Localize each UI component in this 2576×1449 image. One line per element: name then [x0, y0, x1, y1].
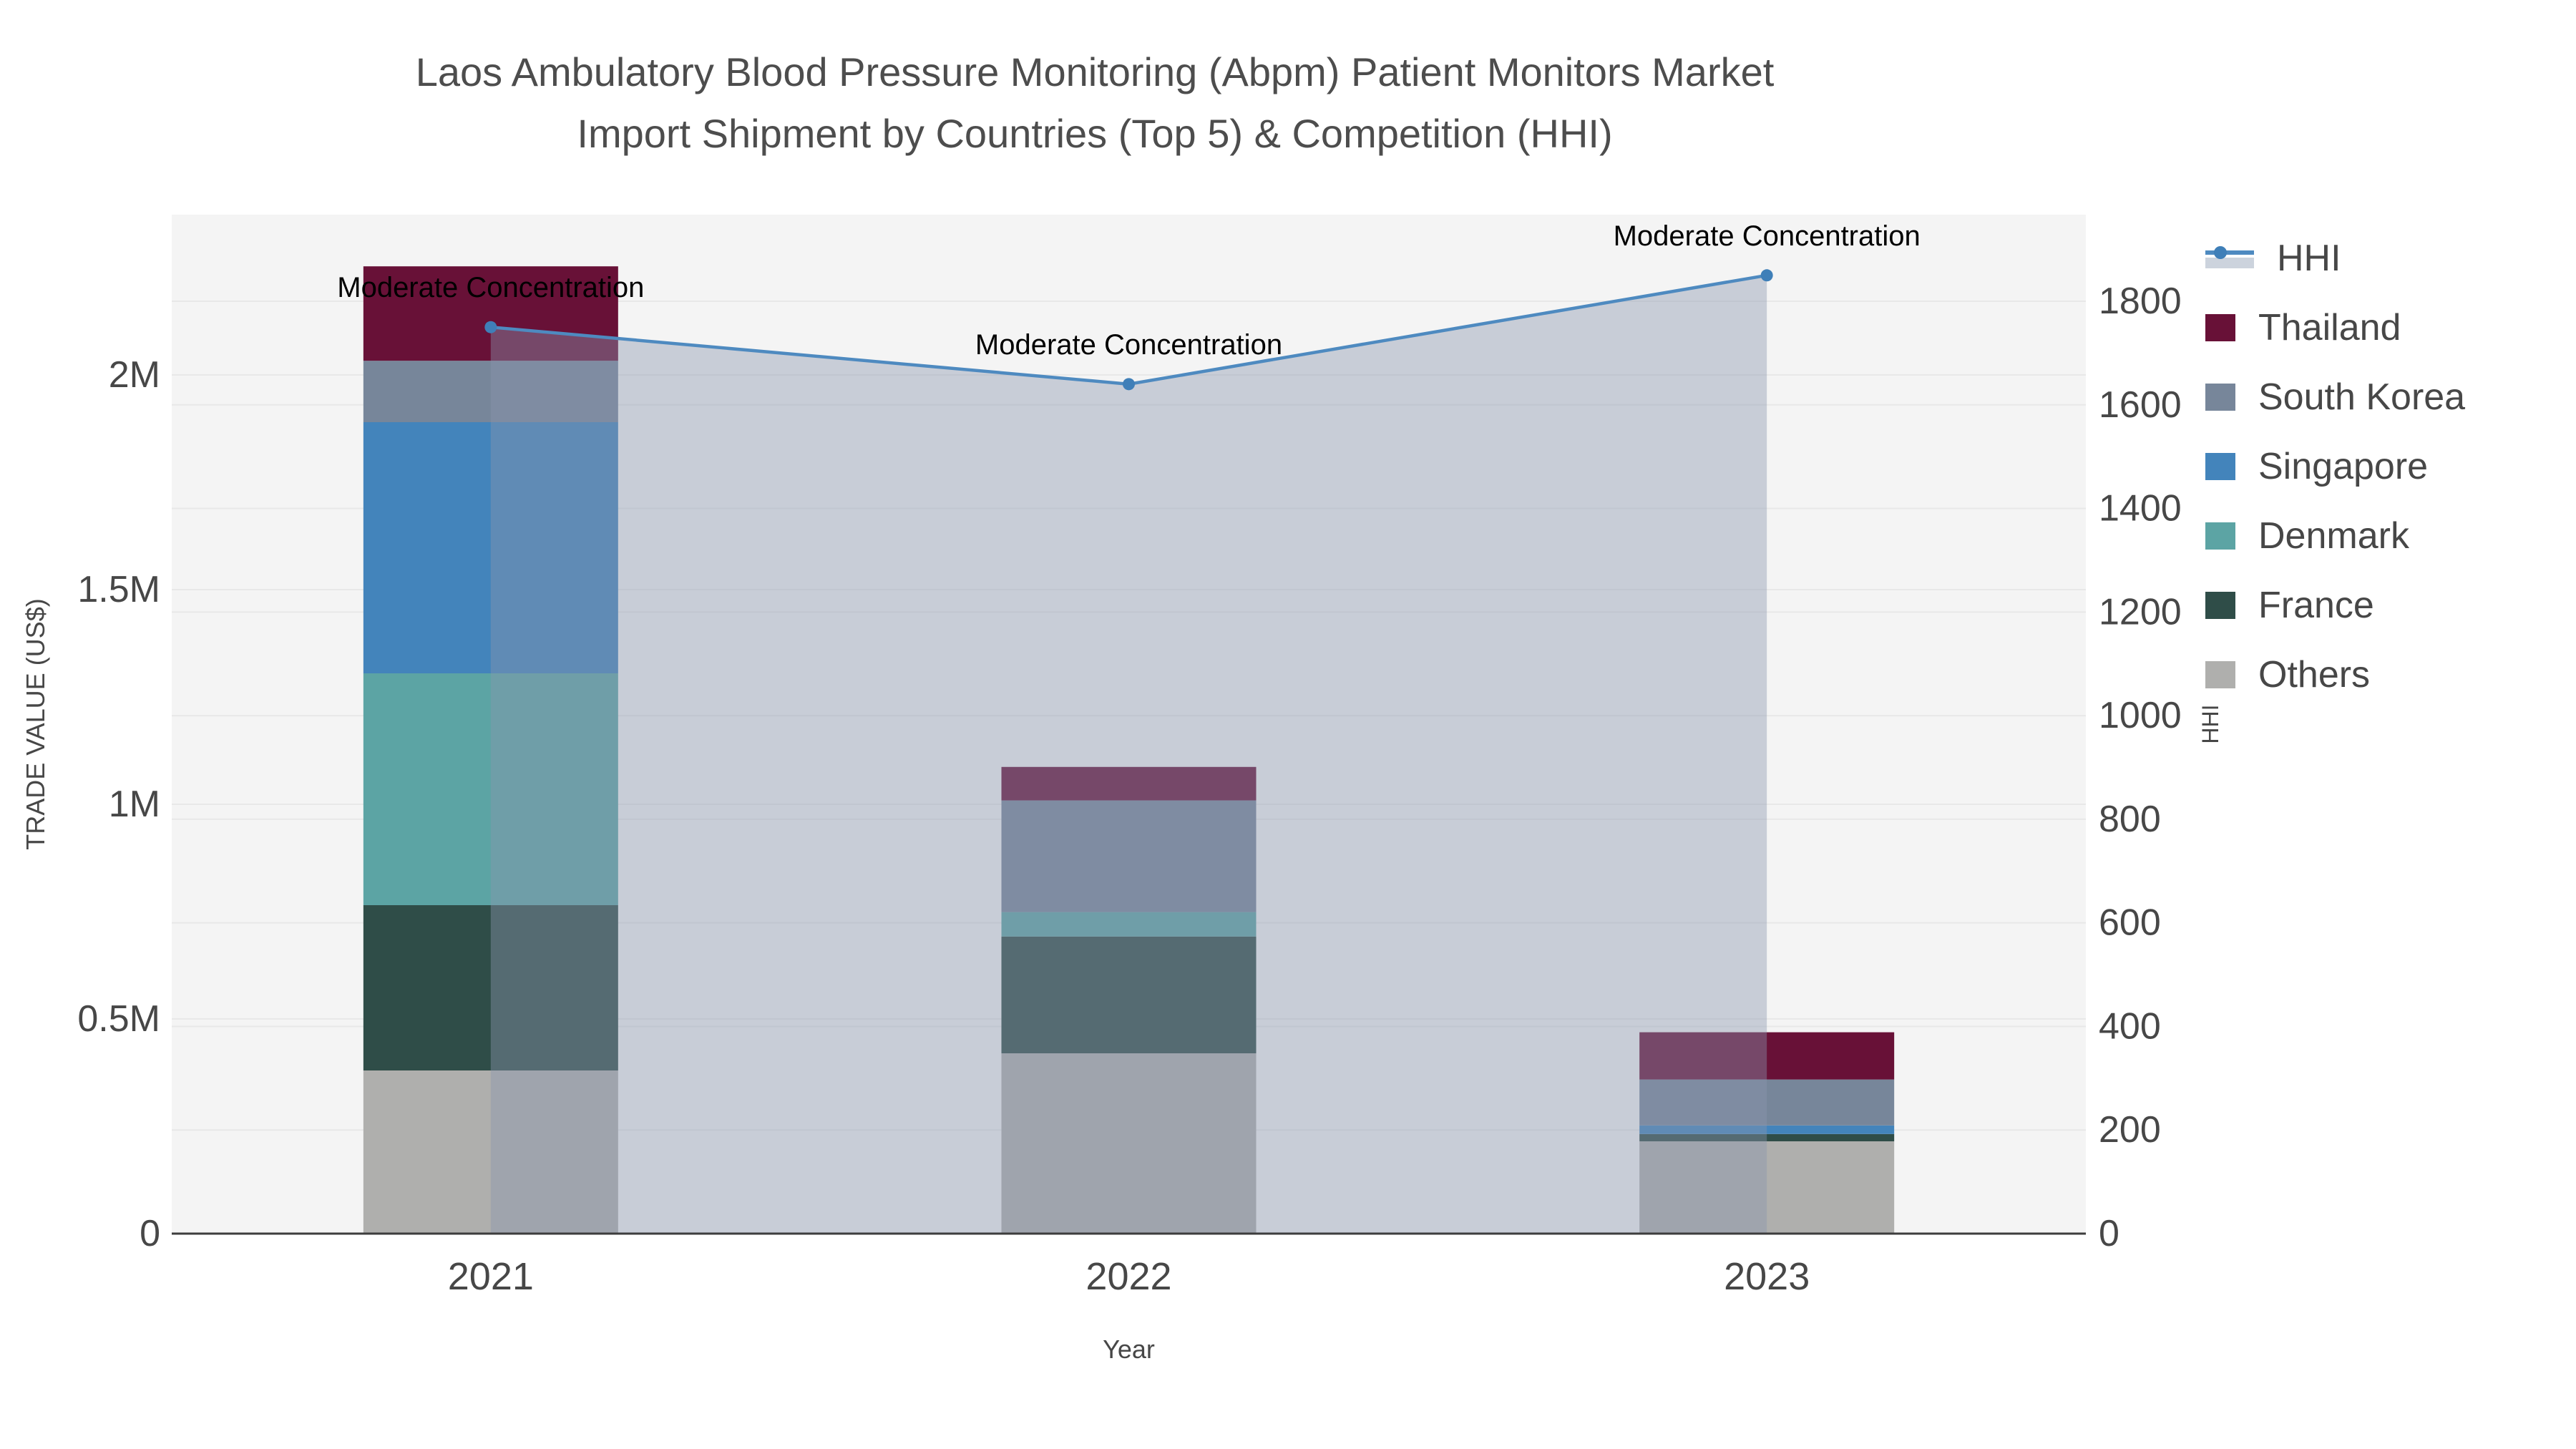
- hhi-marker-2023[interactable]: [1760, 269, 1773, 282]
- hhi-marker-2022[interactable]: [1123, 378, 1135, 391]
- x-axis-title: Year: [1103, 1335, 1155, 1364]
- y-right-tick-label: 1600: [2099, 384, 2182, 426]
- legend-item-france[interactable]: France: [2205, 570, 2465, 640]
- legend-swatch-icon: [2205, 660, 2235, 688]
- y-left-tick-label: 2M: [109, 354, 160, 396]
- y-right-tick-label: 400: [2099, 1005, 2161, 1047]
- bar-segment-2022-france[interactable]: [1001, 936, 1257, 1053]
- chart-title: Laos Ambulatory Blood Pressure Monitorin…: [0, 42, 2190, 165]
- bar-segment-2022-denmark[interactable]: [1001, 912, 1257, 937]
- legend-swatch-icon: [2205, 591, 2235, 619]
- x-tick-label: 2023: [1724, 1255, 1810, 1298]
- y-right-tick-label: 200: [2099, 1109, 2161, 1151]
- bar-segment-2022-others[interactable]: [1001, 1053, 1257, 1234]
- legend-item-label: France: [2258, 584, 2374, 626]
- y-right-tick-label: 1800: [2099, 280, 2182, 322]
- legend-item-label: Singapore: [2258, 445, 2429, 487]
- x-tick-label: 2021: [448, 1255, 534, 1298]
- bar-segment-2022-south-korea[interactable]: [1001, 800, 1257, 912]
- y-right-tick-label: 0: [2099, 1213, 2119, 1254]
- bar-segment-2023-france[interactable]: [1639, 1133, 1895, 1141]
- legend-item-singapore[interactable]: Singapore: [2205, 431, 2465, 501]
- bar-segment-2022-thailand[interactable]: [1001, 766, 1257, 801]
- y-right-tick-label: 1400: [2099, 488, 2182, 530]
- annotation-2022: Moderate Concentration: [975, 329, 1282, 361]
- bar-segment-2023-others[interactable]: [1639, 1141, 1895, 1234]
- legend-item-hhi[interactable]: HHI: [2205, 223, 2465, 293]
- hhi-area-fill: [490, 275, 1767, 1234]
- hhi-line-icon: [2205, 243, 2254, 273]
- legend-swatch-icon: [2205, 452, 2235, 480]
- y-left-tick-label: 0: [140, 1213, 160, 1254]
- y-right-tick-label: 800: [2099, 799, 2161, 840]
- y-left-tick-label: 1.5M: [77, 569, 160, 610]
- bar-segment-2021-france[interactable]: [363, 905, 618, 1070]
- legend-item-thailand[interactable]: Thailand: [2205, 293, 2465, 362]
- y-right-tick-label: 600: [2099, 902, 2161, 944]
- y-left-tick-label: 0.5M: [77, 998, 160, 1040]
- bar-segment-2023-south-korea[interactable]: [1639, 1079, 1895, 1126]
- y-right-tick-label: 1200: [2099, 591, 2182, 633]
- legend-item-denmark[interactable]: Denmark: [2205, 501, 2465, 570]
- chart-title-line2: Import Shipment by Countries (Top 5) & C…: [577, 111, 1613, 156]
- bar-segment-2023-thailand[interactable]: [1639, 1032, 1895, 1080]
- bar-segment-2021-denmark[interactable]: [363, 673, 618, 905]
- bar-segment-2021-singapore[interactable]: [363, 422, 618, 673]
- legend-item-label: HHI: [2277, 237, 2341, 279]
- chart-title-line1: Laos Ambulatory Blood Pressure Monitorin…: [415, 49, 1775, 94]
- hhi-marker-2021[interactable]: [484, 321, 497, 333]
- legend-item-label: Thailand: [2258, 306, 2401, 348]
- y-right-tick-label: 1000: [2099, 695, 2182, 736]
- legend-item-south-korea[interactable]: South Korea: [2205, 362, 2465, 431]
- annotation-2023: Moderate Concentration: [1614, 220, 1921, 252]
- legend-item-label: South Korea: [2258, 376, 2466, 418]
- x-tick-label: 2022: [1085, 1255, 1171, 1298]
- y-left-axis-title: TRADE VALUE (US$): [21, 598, 50, 849]
- y-left-tick-label: 1M: [109, 784, 160, 825]
- legend-item-label: Others: [2258, 653, 2371, 696]
- legend-swatch-icon: [2205, 383, 2235, 411]
- y-right-axis-title: HHI: [2197, 704, 2223, 743]
- legend-item-others[interactable]: Others: [2205, 640, 2465, 709]
- legend-swatch-icon: [2205, 522, 2235, 550]
- legend: HHI Thailand South Korea Singapore Denmark Fr…: [2205, 223, 2465, 709]
- bar-segment-2021-south-korea[interactable]: [363, 361, 618, 422]
- legend-swatch-icon: [2205, 313, 2235, 341]
- bar-segment-2021-thailand[interactable]: [363, 266, 618, 361]
- bar-segment-2023-singapore[interactable]: [1639, 1125, 1895, 1134]
- legend-item-label: Denmark: [2258, 514, 2409, 557]
- bar-segment-2021-others[interactable]: [363, 1070, 618, 1234]
- annotation-2021: Moderate Concentration: [337, 272, 644, 303]
